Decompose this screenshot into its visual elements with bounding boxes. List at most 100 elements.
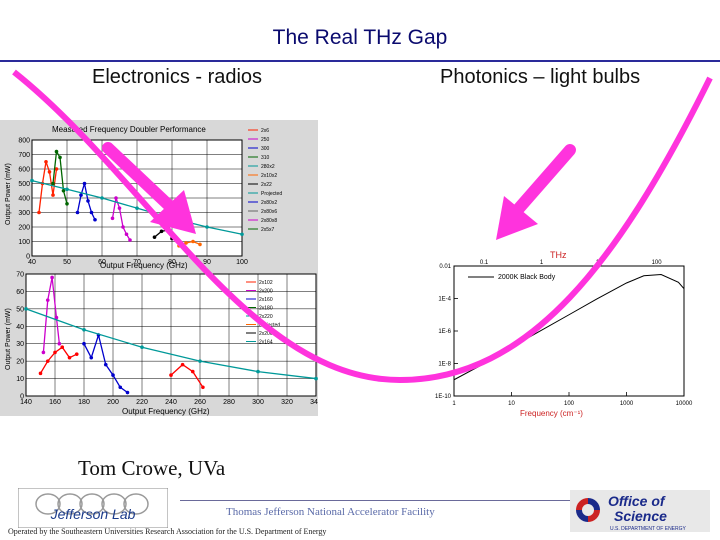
data-point [75, 210, 80, 215]
data-point [67, 355, 72, 360]
multiplier-y-label: Output Power (mW) [5, 308, 12, 370]
top-tick-label: 10 [596, 260, 603, 266]
legend-entry: 310 [261, 155, 270, 161]
legend-entry: 2x80x8 [261, 218, 277, 224]
data-point [65, 202, 69, 206]
data-point [180, 362, 185, 367]
legend-entry: 2x180 [259, 306, 273, 312]
y-tick-label: 1E-8 [438, 362, 451, 368]
doe-office-of-science-logo: Office of Science U.S. DEPARTMENT OF ENE… [570, 490, 710, 532]
x-tick-label: 1 [452, 401, 456, 407]
x-tick-label: 100 [236, 259, 248, 266]
multiplier-performance-chart: Output Frequency (GHz) Output Power (mW)… [0, 270, 318, 416]
x-tick-label: 100 [564, 401, 575, 407]
data-point [45, 359, 50, 363]
legend-entry: 2x164 [259, 340, 273, 346]
legend-entry: Projected [261, 191, 282, 197]
data-point [93, 217, 97, 222]
data-point [86, 199, 90, 203]
data-point [60, 345, 65, 349]
jefferson-lab-logo: Jefferson Lab [18, 488, 168, 528]
x-tick-label: 200 [107, 399, 119, 406]
top-tick-label: 100 [652, 260, 663, 266]
y-tick-label: 600 [18, 167, 30, 174]
data-point [30, 178, 34, 183]
data-point [124, 232, 129, 237]
data-point [24, 307, 28, 311]
y-tick-label: 60 [16, 289, 24, 296]
legend-entry: 2x80x2 [261, 200, 277, 206]
data-point [170, 216, 174, 221]
data-point [82, 341, 86, 346]
data-point [54, 149, 59, 154]
photonics-label: Photonics – light bulbs [440, 66, 641, 88]
data-point [184, 241, 188, 245]
operated-by-text: Operated by the Southeastern Universitie… [8, 527, 327, 536]
legend-entry: 2000K Black Body [498, 274, 556, 281]
y-tick-label: 50 [16, 306, 24, 313]
top-tick-label: 1 [540, 260, 544, 266]
data-point [159, 229, 164, 234]
x-tick-label: 240 [165, 399, 177, 406]
author-name: Tom Crowe, UVa [78, 456, 226, 480]
x-tick-label: 50 [63, 259, 71, 266]
x-tick-label: 260 [194, 399, 206, 406]
y-tick-label: 20 [16, 359, 24, 366]
title-rule [0, 60, 720, 62]
x-tick-label: 280 [223, 399, 235, 406]
legend-entry: 2x10x2 [261, 173, 277, 179]
right-arrow-shaft [508, 144, 576, 220]
x-tick-label: 90 [203, 259, 211, 266]
x-tick-label: 180 [78, 399, 90, 406]
data-point [51, 193, 55, 197]
legend-entry: 2x102 [259, 280, 273, 286]
top-tick-label: 0.1 [480, 260, 489, 266]
x-tick-label: 320 [281, 399, 293, 406]
multiplier-x-label: Output Frequency (GHz) [122, 407, 210, 416]
data-point [256, 369, 260, 374]
y-tick-label: 30 [16, 341, 24, 348]
y-tick-label: 400 [18, 196, 30, 203]
y-tick-label: 700 [18, 152, 30, 159]
data-point [58, 155, 62, 160]
facility-name: Thomas Jefferson National Accelerator Fa… [226, 506, 435, 518]
data-point [79, 193, 83, 197]
data-point [191, 239, 195, 244]
data-point [110, 216, 115, 221]
data-point [50, 275, 54, 280]
x-tick-label: 340 [310, 399, 318, 406]
doubler-performance-chart: Measured Frequency Doubler Performance O… [0, 120, 318, 270]
x-tick-label: 160 [49, 399, 61, 406]
data-point [118, 385, 123, 390]
y-tick-label: 300 [18, 210, 30, 217]
x-tick-label: 80 [168, 259, 176, 266]
data-point [135, 206, 139, 210]
page-title: The Real THz Gap [272, 26, 448, 49]
y-tick-label: 1E-10 [435, 394, 452, 400]
x-tick-label: 70 [133, 259, 141, 266]
data-point [82, 327, 86, 332]
y-tick-label: 200 [18, 225, 30, 232]
legend-entry: 2x220 [259, 314, 273, 320]
y-tick-label: 500 [18, 181, 30, 188]
data-point [201, 385, 205, 390]
data-point [100, 196, 104, 200]
data-point [117, 206, 122, 210]
data-point [240, 232, 244, 237]
data-point [114, 196, 118, 200]
data-point [51, 181, 55, 186]
data-point [47, 170, 52, 174]
data-point [89, 210, 94, 215]
blackbody-x-label: Frequency (cm⁻¹) [520, 409, 583, 418]
x-tick-label: 10000 [676, 401, 693, 407]
legend-entry: 250 [261, 137, 270, 143]
data-point [61, 188, 66, 193]
data-point [140, 345, 144, 349]
data-point [45, 298, 50, 302]
blackbody-chart: THz Frequency (cm⁻¹) 1 10 100 1000 10000 0.1 1… [435, 250, 693, 418]
data-point [177, 244, 181, 248]
svg-text:Office of: Office of [608, 493, 666, 509]
x-tick-label: 220 [136, 399, 148, 406]
data-point [89, 355, 94, 360]
data-point [170, 236, 174, 241]
